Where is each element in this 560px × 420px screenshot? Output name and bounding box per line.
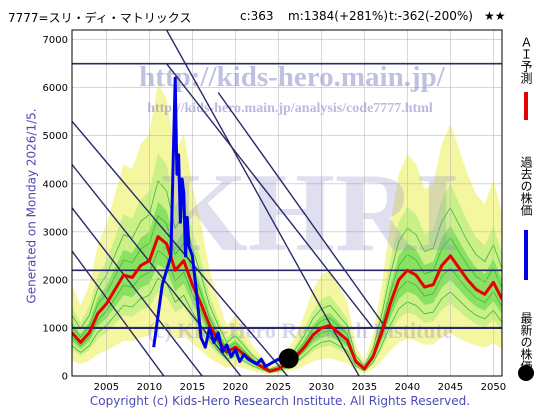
grid-lines [72, 30, 502, 376]
legend-ai-forecast: ＡＩ予測 [519, 36, 533, 120]
channel-line-1 [72, 164, 242, 376]
channel-line-3 [72, 250, 165, 376]
x-tick-label: 2035 [352, 382, 377, 393]
legend: ＡＩ予測 過去の株価 最新の株価 [518, 36, 534, 381]
x-tick-label: 2050 [481, 382, 506, 393]
legend-past-label: 過去の株価 [519, 156, 533, 216]
channel-line-5 [166, 63, 374, 329]
channel-line-0 [72, 120, 289, 376]
latest-price-point [278, 348, 299, 369]
x-tick-label: 2045 [438, 382, 463, 393]
stock-code-name: 7777=スリ・ディ・マトリックス [8, 11, 192, 25]
y-tick-label: 3000 [43, 227, 68, 238]
x-tick-label: 2010 [137, 382, 162, 393]
y-tick-label: 7000 [43, 35, 68, 46]
legend-ai-label: ＡＩ予測 [519, 36, 533, 85]
chart-header: 7777=スリ・ディ・マトリックス c:363 m:1384(+281%) t:… [8, 9, 528, 25]
y-tick-label: 5000 [43, 131, 68, 142]
latest-marker [278, 348, 299, 369]
legend-latest-price: 最新の株価 [518, 312, 534, 381]
y-tick-label: 0 [62, 372, 68, 383]
current-price: c:363 [240, 9, 274, 23]
y-tick-label: 6000 [43, 83, 68, 94]
x-tick-label: 2015 [180, 382, 205, 393]
copyright-footer: Copyright (c) Kids-Hero Research Institu… [89, 394, 471, 408]
channel-line-6 [217, 92, 387, 329]
watermark-logo: KHRI [161, 151, 460, 275]
y-tick-label: 2000 [43, 275, 68, 286]
channel-lines [72, 30, 387, 376]
rating-stars: ★★ [484, 9, 506, 23]
x-tick-label: 2025 [266, 382, 291, 393]
x-tick-label: 2040 [395, 382, 420, 393]
price-levels [72, 62, 502, 330]
target-price: t:-362(-200%) [389, 9, 473, 23]
forecast-band-inner [72, 201, 502, 373]
watermark-site: http://kids-hero.main.jp/ [139, 61, 446, 93]
legend-latest-label: 最新の株価 [519, 312, 533, 372]
channel-line-2 [72, 207, 204, 376]
max-price: m:1384(+281%) [288, 9, 388, 23]
generated-date-note: Generated on Monday 2026/1/5. [25, 108, 39, 303]
watermark-url: http://kids-hero.main.jp/analysis/code77… [147, 101, 433, 116]
y-tick-label: 1000 [43, 323, 68, 334]
x-tick-label: 2030 [309, 382, 334, 393]
generated-date-text: Generated on Monday 2026/1/5. [25, 108, 39, 303]
watermark-copyright: (c) Kids-Hero Research Institute [147, 318, 453, 343]
plot-frame [71, 29, 503, 377]
x-axis-ticks: 2005 2010 2015 2020 2025 2030 2035 2040 2045 2050 [94, 382, 506, 393]
x-tick-label: 2020 [223, 382, 248, 393]
legend-latest-swatch [518, 365, 534, 381]
past-price-line [152, 76, 290, 368]
y-axis-ticks: 0 1000 2000 3000 4000 5000 6000 7000 [43, 35, 68, 382]
legend-past-price: 過去の株価 [519, 156, 533, 280]
y-tick-label: 4000 [43, 179, 68, 190]
watermark: KHRI http://kids-hero.main.jp/ http://ki… [139, 61, 459, 343]
x-tick-label: 2005 [94, 382, 119, 393]
